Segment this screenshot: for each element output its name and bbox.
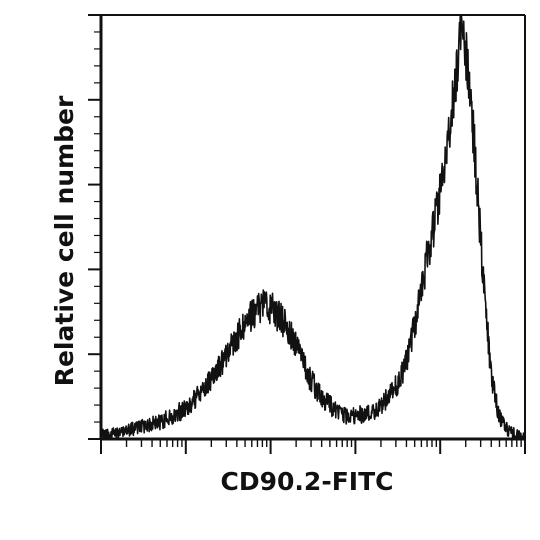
x-axis-label: CD90.2-FITC xyxy=(221,467,394,496)
histogram-line xyxy=(100,14,526,440)
axis-ticks xyxy=(88,14,526,454)
plot-frame xyxy=(99,14,526,441)
y-axis-label: Relative cell number xyxy=(50,95,79,386)
